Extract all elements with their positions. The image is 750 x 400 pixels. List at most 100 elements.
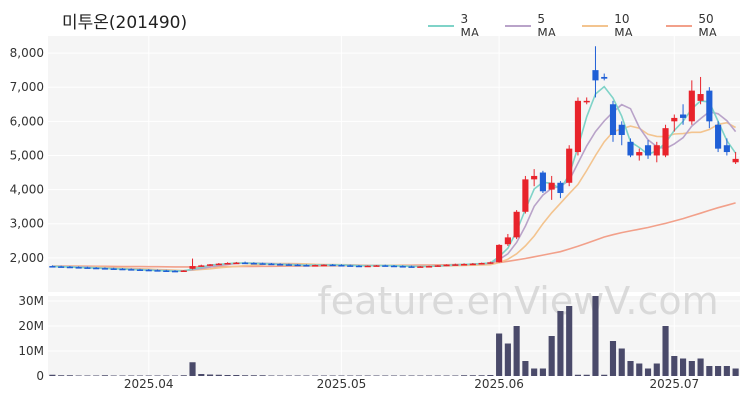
volume-bar (198, 374, 205, 376)
candle-body (452, 264, 459, 266)
volume-bar (627, 361, 634, 376)
candle-body (609, 104, 617, 135)
volume-bar (425, 375, 433, 376)
candle-body (171, 270, 179, 273)
volume-bar (566, 306, 573, 376)
legend-swatch-ma3 (428, 25, 455, 27)
volume-bar (75, 375, 82, 376)
candle-body (364, 265, 371, 268)
volume-bar (180, 375, 187, 376)
candle-body (180, 270, 187, 272)
volume-bar (452, 375, 459, 376)
volume-bar (609, 341, 617, 376)
candle-body (285, 264, 292, 266)
candle-body (539, 172, 546, 192)
volume-bar (513, 326, 520, 376)
volume-tick-label: 20M (18, 319, 44, 333)
volume-bar (531, 368, 538, 376)
candle-body (259, 263, 266, 265)
legend-swatch-ma5 (504, 25, 532, 27)
volume-bar (382, 375, 389, 376)
candle-body (601, 76, 608, 79)
candle-body (636, 152, 643, 156)
volume-bar (145, 375, 152, 376)
candle-body (548, 182, 555, 190)
candle-body (242, 262, 249, 265)
candle-body (443, 264, 450, 267)
candle-body (75, 267, 82, 269)
volume-bar (732, 368, 739, 376)
volume-bar (715, 366, 722, 376)
volume-bar (49, 374, 56, 376)
candle-body (338, 265, 345, 267)
candle-body (662, 128, 669, 156)
candle-body (382, 265, 389, 267)
candle-body (198, 265, 205, 267)
price-tick-label: 2,000 (10, 251, 44, 265)
legend-swatch-ma50 (665, 25, 693, 27)
candle-body (399, 266, 406, 268)
volume-bar (697, 358, 704, 376)
candle-body (732, 158, 739, 163)
volume-bar (653, 363, 660, 376)
volume-bar (215, 374, 222, 376)
volume-bar (522, 361, 529, 376)
price-tick-label: 8,000 (10, 46, 44, 60)
candle-body (496, 244, 503, 263)
volume-bar (408, 375, 415, 376)
volume-bar (268, 375, 275, 376)
candle-body (224, 262, 231, 265)
candle-body (504, 237, 511, 245)
volume-bar (128, 375, 135, 376)
volume-bar (679, 358, 687, 376)
candle-body (215, 263, 222, 266)
x-tick-label: 2025.05 (317, 377, 367, 391)
volume-bar (636, 363, 643, 376)
candle-body (101, 268, 109, 270)
volume-bar (259, 375, 266, 376)
volume-bar (417, 375, 424, 376)
candle-body (697, 94, 704, 101)
volume-bar (723, 366, 730, 376)
volume-bar (373, 375, 380, 376)
candle-body (618, 124, 625, 135)
volume-bar (312, 375, 319, 376)
price-tick-label: 4,000 (10, 183, 44, 197)
candle-body (557, 182, 564, 194)
candle-body (294, 264, 301, 267)
candle-body (461, 264, 468, 266)
candle-body (320, 264, 327, 267)
volume-bar (320, 375, 327, 376)
x-tick-label: 2025.04 (124, 377, 174, 391)
volume-bar (303, 375, 310, 376)
candle-body (688, 90, 695, 122)
volume-bar (355, 375, 363, 376)
volume-bar (206, 374, 214, 376)
volume-bar (399, 375, 406, 376)
candle-body (706, 90, 713, 122)
candle-body (136, 269, 144, 271)
volume-tick-label: 0 (36, 369, 44, 383)
volume-bar (189, 362, 196, 376)
chart-title: 미투온(201490) (62, 13, 188, 33)
volume-bar (154, 375, 161, 376)
volume-bar (592, 296, 599, 376)
volume-bar (242, 375, 249, 376)
candle-body (425, 266, 433, 268)
price-tick-label: 6,000 (10, 114, 44, 128)
volume-bar (706, 366, 713, 376)
candle-body (233, 262, 240, 265)
volume-bar (548, 336, 555, 376)
candle-body (277, 264, 284, 266)
candle-body (84, 267, 91, 269)
volume-bar (66, 375, 73, 376)
volume-bar (496, 333, 503, 376)
x-tick-label: 2025.06 (474, 377, 524, 391)
candle-body (189, 266, 196, 269)
volume-bar (101, 375, 109, 376)
volume-bar (84, 375, 91, 376)
volume-bar (601, 374, 608, 376)
candle-body (268, 263, 275, 266)
candle-body (434, 265, 441, 267)
candle-body (355, 265, 363, 268)
